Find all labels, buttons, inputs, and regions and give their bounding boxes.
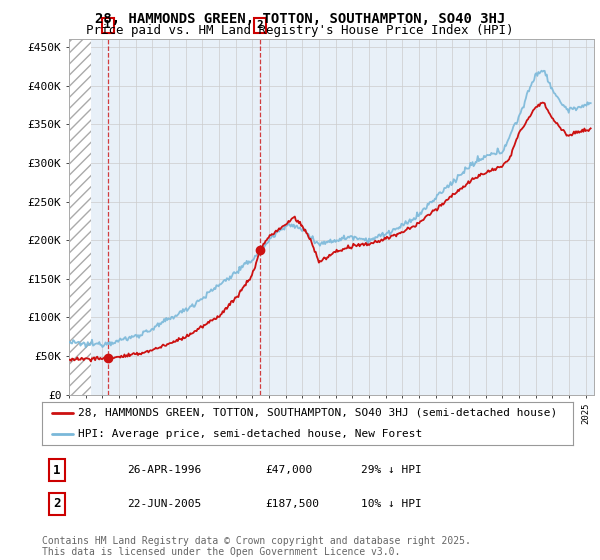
Text: 2: 2 [257,20,263,30]
Bar [69,39,91,395]
Text: 28, HAMMONDS GREEN, TOTTON, SOUTHAMPTON, SO40 3HJ: 28, HAMMONDS GREEN, TOTTON, SOUTHAMPTON,… [95,12,505,26]
Text: £187,500: £187,500 [265,499,319,508]
Text: Price paid vs. HM Land Registry's House Price Index (HPI): Price paid vs. HM Land Registry's House … [86,24,514,37]
Text: 1: 1 [53,464,61,477]
Text: 10% ↓ HPI: 10% ↓ HPI [361,499,421,508]
Text: 22-JUN-2005: 22-JUN-2005 [127,499,201,508]
Text: 28, HAMMONDS GREEN, TOTTON, SOUTHAMPTON, SO40 3HJ (semi-detached house): 28, HAMMONDS GREEN, TOTTON, SOUTHAMPTON,… [78,408,557,418]
Text: HPI: Average price, semi-detached house, New Forest: HPI: Average price, semi-detached house,… [78,429,422,439]
Text: £47,000: £47,000 [265,465,312,475]
Text: 1: 1 [104,20,111,30]
Text: 26-APR-1996: 26-APR-1996 [127,465,201,475]
Text: Contains HM Land Registry data © Crown copyright and database right 2025.
This d: Contains HM Land Registry data © Crown c… [42,535,471,557]
Text: 2: 2 [53,497,61,510]
Text: 29% ↓ HPI: 29% ↓ HPI [361,465,421,475]
